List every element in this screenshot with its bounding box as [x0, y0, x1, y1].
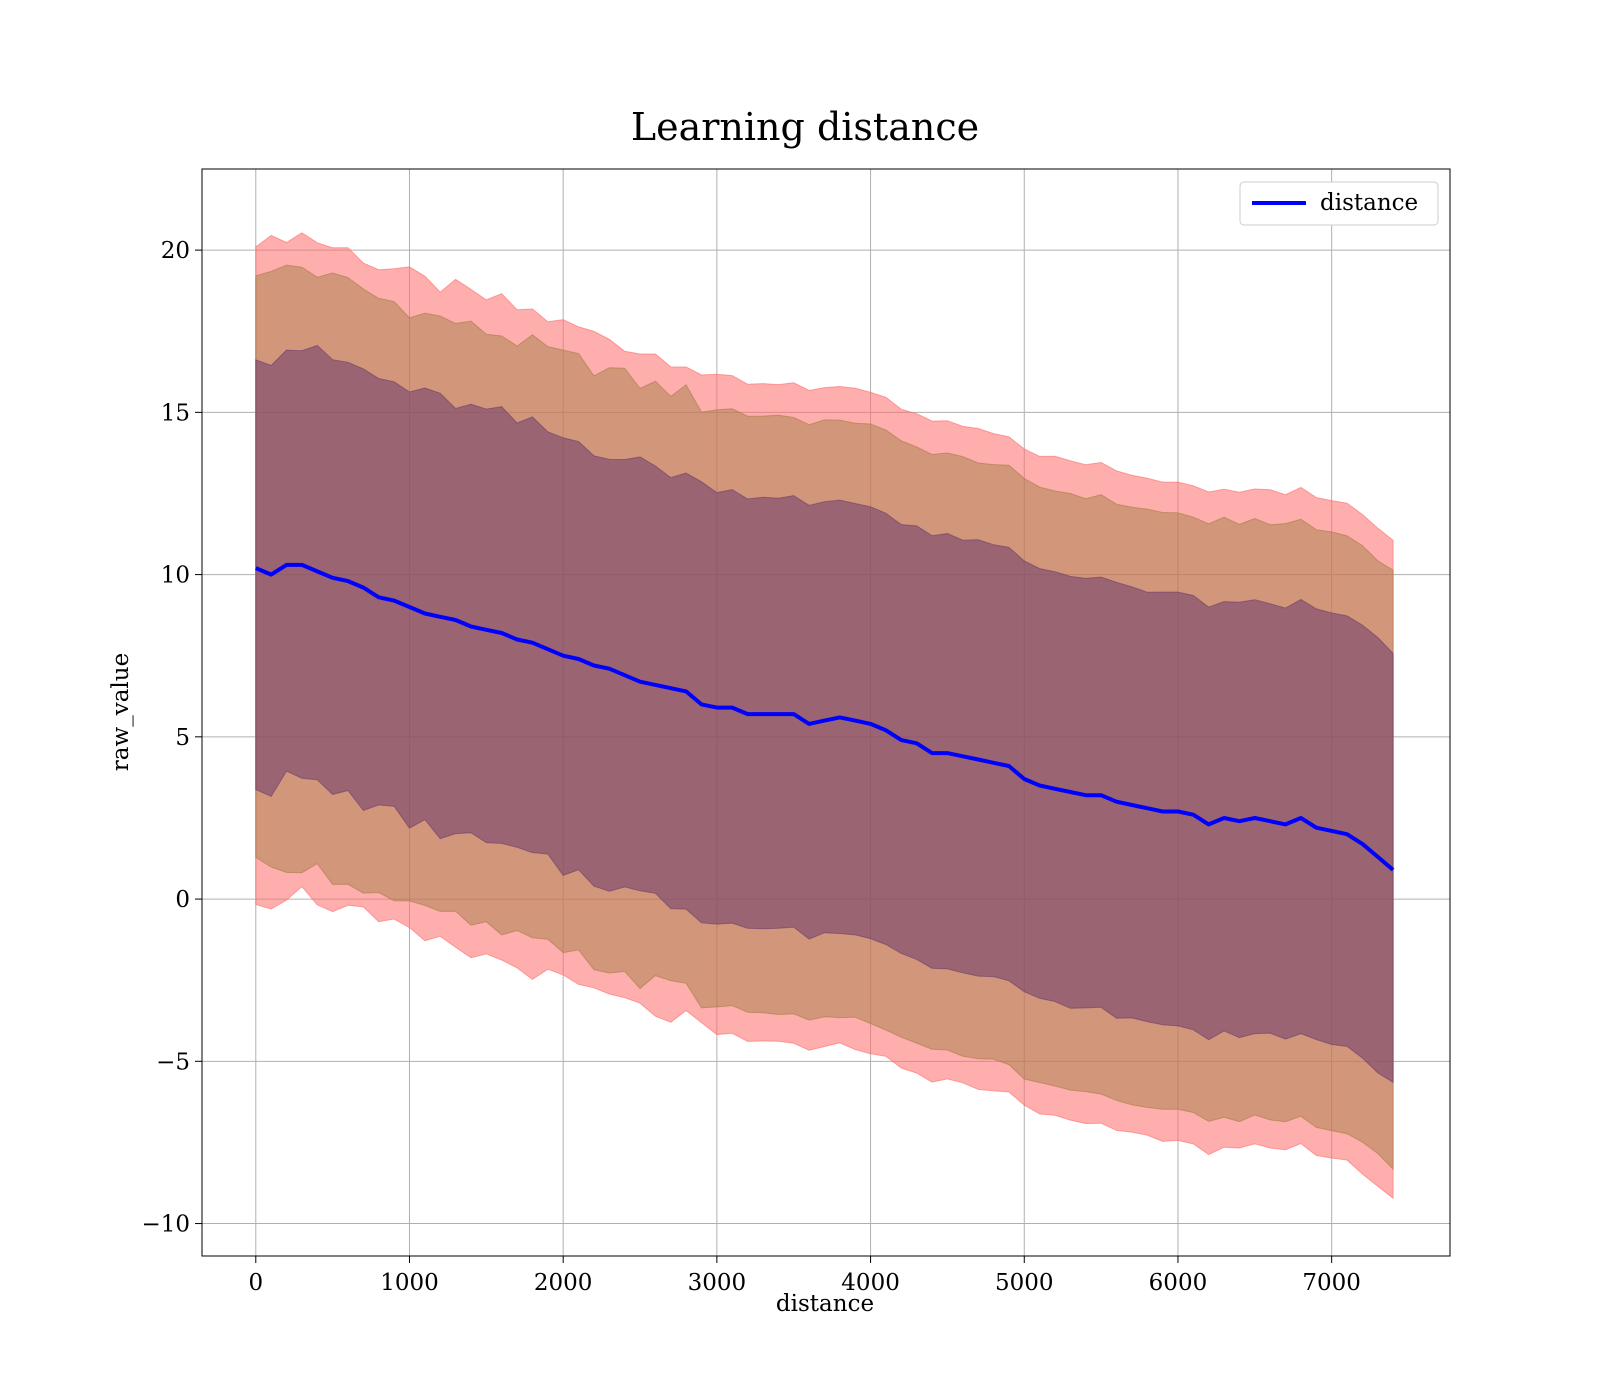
x-tick-label: 2000 — [534, 1270, 593, 1296]
chart-title: Learning distance — [631, 105, 979, 149]
legend-box — [1239, 181, 1439, 226]
y-tick-label: 0 — [175, 887, 190, 913]
x-tick-label: 6000 — [1149, 1270, 1208, 1296]
x-tick-label: 1000 — [380, 1270, 439, 1296]
plot-area — [201, 168, 1451, 1257]
line-layer — [255, 562, 1395, 872]
y-tick-label: 20 — [161, 238, 190, 264]
x-tick-label: 3000 — [688, 1270, 747, 1296]
y-axis-ticks: −10 −5 0 5 10 15 20 — [141, 238, 202, 1238]
y-tick-label: −5 — [156, 1049, 190, 1075]
y-tick-label: −10 — [141, 1212, 190, 1238]
confidence-band-3 — [255, 344, 1394, 1084]
x-tick-label: 0 — [248, 1270, 263, 1296]
legend: distance — [1239, 181, 1439, 226]
band-layer — [255, 232, 1394, 1200]
x-axis-ticks: 0 1000 2000 3000 4000 5000 6000 7000 — [248, 1256, 1361, 1296]
y-tick-label: 15 — [161, 400, 190, 426]
x-tick-label: 5000 — [995, 1270, 1054, 1296]
x-tick-label: 4000 — [841, 1270, 900, 1296]
plot-frame — [201, 168, 1451, 1257]
x-axis-label: distance — [776, 1291, 874, 1317]
y-tick-label: 5 — [175, 725, 190, 751]
y-axis-label: raw_value — [108, 653, 134, 771]
x-tick-label: 7000 — [1302, 1270, 1361, 1296]
series-line-distance — [255, 562, 1395, 872]
y-tick-label: 10 — [161, 563, 190, 589]
legend-label-distance: distance — [1320, 190, 1418, 216]
